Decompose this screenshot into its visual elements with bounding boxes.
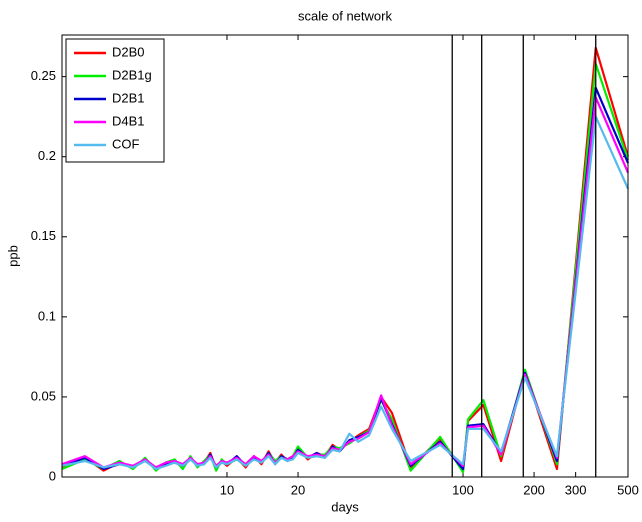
legend-label: D2B1 (112, 90, 145, 105)
legend-box (65, 38, 165, 163)
legend-label: D2B1g (112, 67, 152, 82)
x-tick-label: 100 (452, 482, 474, 497)
y-tick-label: 0.1 (38, 308, 56, 323)
data-line (61, 115, 630, 471)
y-tick-label: 0.15 (31, 228, 56, 243)
x-axis-label: days (331, 499, 359, 514)
y-tick-label: 0 (49, 468, 56, 483)
legend-label: D2B0 (112, 44, 145, 59)
y-tick-label: 0.2 (38, 148, 56, 163)
legend-label: COF (112, 136, 140, 151)
x-tick-label: 200 (523, 482, 545, 497)
y-tick-label: 0.05 (31, 388, 56, 403)
y-axis-label: ppb (5, 245, 20, 267)
x-tick-label: 20 (291, 482, 305, 497)
axes-box (61, 34, 629, 478)
x-tick-label: 300 (565, 482, 587, 497)
y-tick-label: 0.25 (31, 68, 56, 83)
x-tick-label: 10 (220, 482, 234, 497)
x-tick-label: 500 (617, 482, 639, 497)
legend-label: D4B1 (112, 113, 145, 128)
chart-title: scale of network (298, 8, 392, 23)
